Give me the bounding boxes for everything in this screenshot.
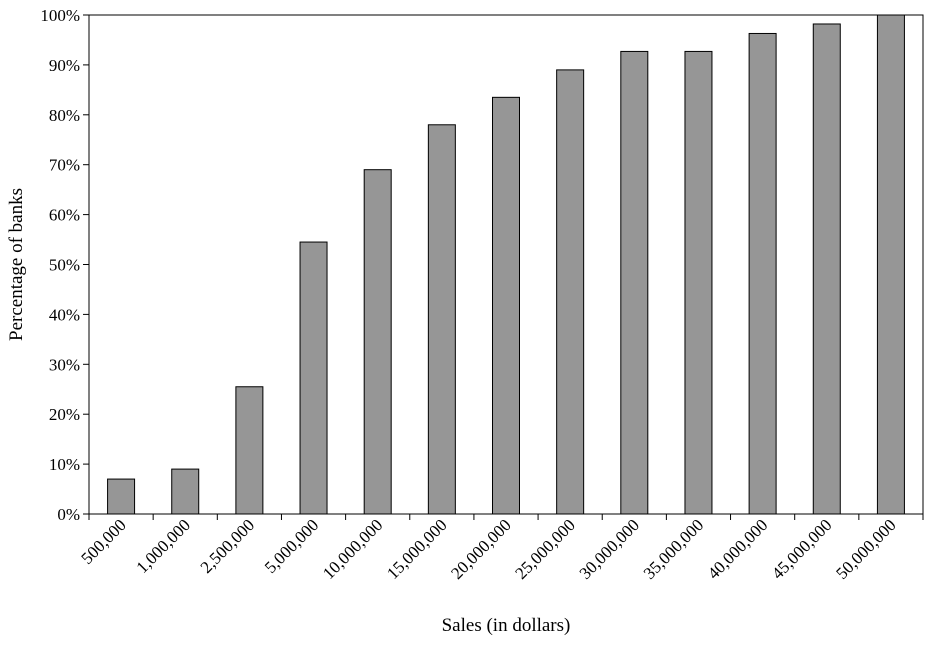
x-axis: 500,000 1,000,000 2,500,000 5,000,00010,000… bbox=[77, 514, 924, 583]
bar bbox=[620, 50, 649, 515]
x-tick-label: 5,000,000 bbox=[261, 515, 323, 577]
y-tick-label: 60% bbox=[49, 206, 80, 225]
x-tick-label: 2,500,000 bbox=[197, 515, 259, 577]
bar bbox=[363, 169, 392, 515]
y-tick-label: 40% bbox=[49, 305, 80, 324]
bar bbox=[556, 69, 585, 515]
x-axis-title: Sales (in dollars) bbox=[442, 615, 571, 636]
y-tick-label: 90% bbox=[49, 56, 80, 75]
x-tick-label: 500,000 bbox=[77, 515, 130, 568]
y-tick-label: 50% bbox=[49, 256, 80, 275]
bar bbox=[812, 23, 841, 515]
x-tick-label: 1,000,000 bbox=[133, 515, 195, 577]
bar bbox=[748, 32, 777, 515]
y-axis-title: Percentage of banks bbox=[6, 188, 27, 341]
x-tick-label: 10,000,000 bbox=[319, 515, 387, 583]
x-tick-label: 50,000,000 bbox=[832, 515, 900, 583]
bar bbox=[235, 386, 264, 515]
x-tick-label: 35,000,000 bbox=[640, 515, 708, 583]
y-tick-label: 30% bbox=[49, 355, 80, 374]
bars-group bbox=[107, 14, 905, 515]
bar bbox=[876, 14, 905, 515]
bar bbox=[299, 241, 328, 515]
bar bbox=[684, 50, 713, 515]
y-axis: 0% 10% 20% 30% 40% 50% 60% 70% 80% 90% 100% bbox=[40, 6, 89, 524]
bar bbox=[492, 96, 520, 515]
x-tick-label: 15,000,000 bbox=[383, 515, 451, 583]
y-tick-label: 70% bbox=[49, 156, 80, 175]
x-tick-label: 45,000,000 bbox=[768, 515, 836, 583]
y-tick-label: 0% bbox=[57, 505, 80, 524]
x-tick-label: 40,000,000 bbox=[704, 515, 772, 583]
y-tick-label: 100% bbox=[40, 6, 80, 25]
bar bbox=[427, 124, 456, 515]
bar bbox=[107, 478, 136, 515]
bar bbox=[171, 468, 200, 515]
x-tick-label: 30,000,000 bbox=[576, 515, 644, 583]
y-tick-label: 80% bbox=[49, 106, 80, 125]
y-tick-label: 10% bbox=[49, 455, 80, 474]
x-tick-label: 25,000,000 bbox=[511, 515, 579, 583]
y-tick-label: 20% bbox=[49, 405, 80, 424]
x-tick-label: 20,000,000 bbox=[447, 515, 515, 583]
